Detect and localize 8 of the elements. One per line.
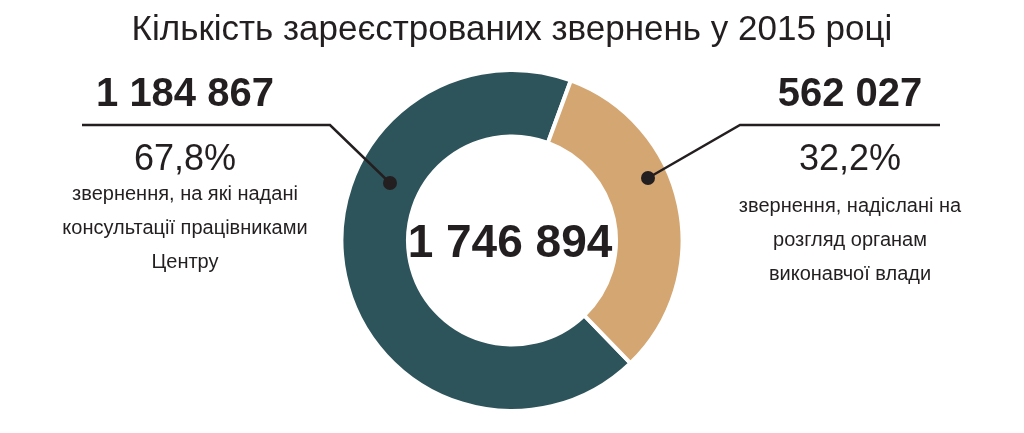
data-label: 1 184 867 — [95, 70, 275, 115]
slice-label: звернення, надіслані на розгляд органам виконавчої влади — [737, 193, 963, 286]
slice-label: звернення, на які надані консультації працівниками Центру — [62, 182, 308, 272]
text: 32,2% — [797, 137, 903, 179]
chart-title: Кількість зареєстрованих звернень у 2015 році — [130, 8, 894, 48]
text: 67,8% — [132, 137, 238, 179]
text: 1 746 894 — [406, 214, 614, 268]
data-label: 562 027 — [776, 70, 924, 115]
